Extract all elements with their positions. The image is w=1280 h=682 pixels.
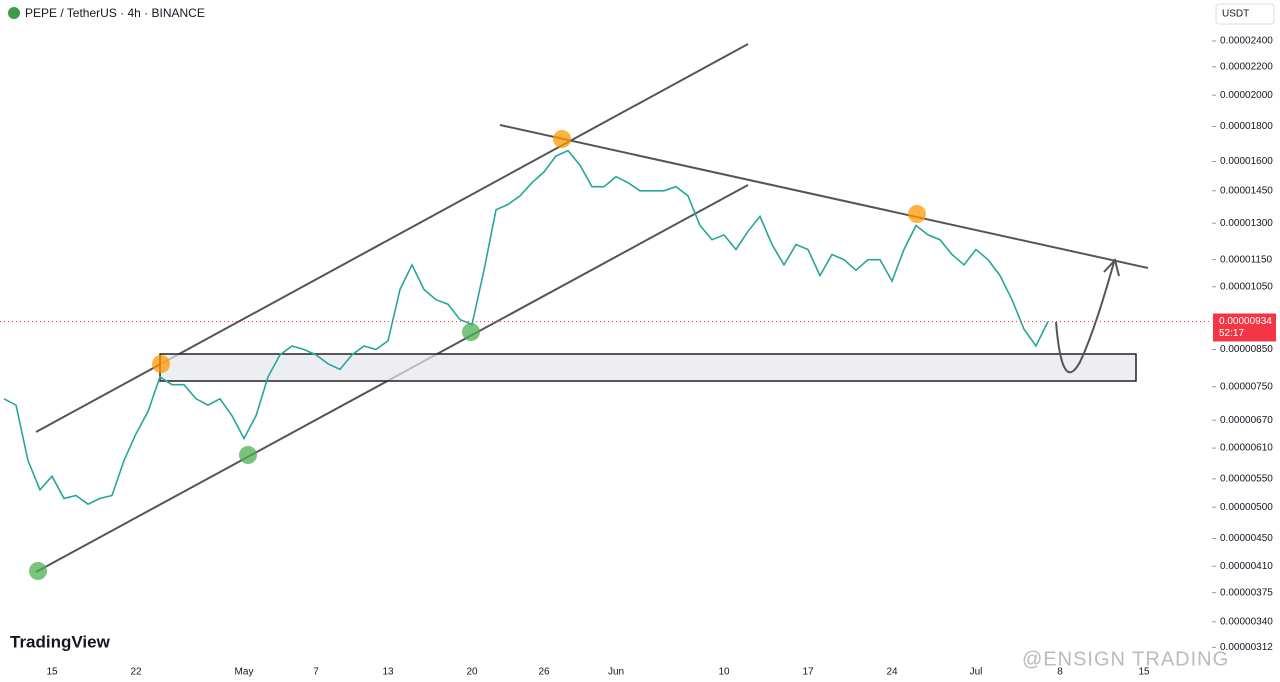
y-tick-label: 0.00001450 bbox=[1220, 185, 1273, 196]
last-price-box bbox=[1213, 313, 1276, 342]
y-tick-label: 0.00000340 bbox=[1220, 616, 1273, 627]
x-tick-label: 24 bbox=[886, 667, 898, 678]
symbol-icon bbox=[8, 7, 20, 19]
low-marker bbox=[239, 446, 257, 464]
x-tick-label: 10 bbox=[718, 667, 730, 678]
y-tick-label: 0.00000375 bbox=[1220, 587, 1273, 598]
x-tick-label: May bbox=[235, 667, 254, 678]
x-tick-label: 26 bbox=[538, 667, 550, 678]
y-tick-label: 0.00001300 bbox=[1220, 218, 1273, 229]
y-tick-label: 0.00000500 bbox=[1220, 502, 1273, 513]
x-tick-label: Jul bbox=[970, 667, 983, 678]
y-tick-label: 0.00000750 bbox=[1220, 381, 1273, 392]
y-tick-label: 0.00000450 bbox=[1220, 533, 1273, 544]
symbol-title: PEPE / TetherUS · 4h · BINANCE bbox=[25, 6, 205, 20]
markers bbox=[29, 130, 926, 580]
projection-arrow bbox=[1055, 261, 1115, 374]
y-tick-label: 0.00000610 bbox=[1220, 443, 1273, 454]
low-marker bbox=[29, 562, 47, 580]
high-marker bbox=[152, 355, 170, 373]
y-tick-label: 0.00001800 bbox=[1220, 121, 1273, 132]
y-tick-label: 0.00002200 bbox=[1220, 61, 1273, 72]
x-tick-label: 13 bbox=[382, 667, 394, 678]
y-tick-label: 0.00000312 bbox=[1220, 642, 1273, 653]
x-tick-label: 8 bbox=[1057, 667, 1063, 678]
y-tick-label: 0.00002400 bbox=[1220, 36, 1273, 47]
x-tick-label: 20 bbox=[466, 667, 478, 678]
x-tick-label: 15 bbox=[1138, 667, 1150, 678]
y-tick-label: 0.00002000 bbox=[1220, 90, 1273, 101]
x-tick-label: Jun bbox=[608, 667, 624, 678]
low-marker bbox=[462, 323, 480, 341]
support-zone bbox=[159, 353, 1137, 382]
trendline bbox=[499, 124, 1149, 269]
y-tick-label: 0.00000670 bbox=[1220, 415, 1273, 426]
currency[interactable]: USDT bbox=[1222, 9, 1249, 20]
countdown: 52:17 bbox=[1219, 328, 1244, 339]
x-tick-label: 22 bbox=[130, 667, 142, 678]
y-tick-label: 0.00000550 bbox=[1220, 474, 1273, 485]
x-tick-label: 15 bbox=[46, 667, 58, 678]
high-marker bbox=[553, 130, 571, 148]
y-tick-label: 0.00001150 bbox=[1220, 254, 1273, 265]
currency-button[interactable] bbox=[1215, 3, 1275, 25]
price-line bbox=[3, 149, 1049, 506]
brand: TradingView bbox=[10, 632, 111, 651]
y-tick-label: 0.00001050 bbox=[1220, 281, 1273, 292]
x-tick-label: 17 bbox=[802, 667, 814, 678]
y-tick-label: 0.00001600 bbox=[1220, 156, 1273, 167]
watermark: @ENSIGN TRADING bbox=[1022, 648, 1229, 670]
x-tick-label: 7 bbox=[313, 667, 319, 678]
last-price-label: 0.00000934 bbox=[1219, 316, 1272, 327]
arrow-head bbox=[1103, 257, 1120, 277]
y-tick-label: 0.00000850 bbox=[1220, 344, 1273, 355]
high-marker bbox=[908, 205, 926, 223]
y-tick-label: 0.00000410 bbox=[1220, 561, 1273, 572]
